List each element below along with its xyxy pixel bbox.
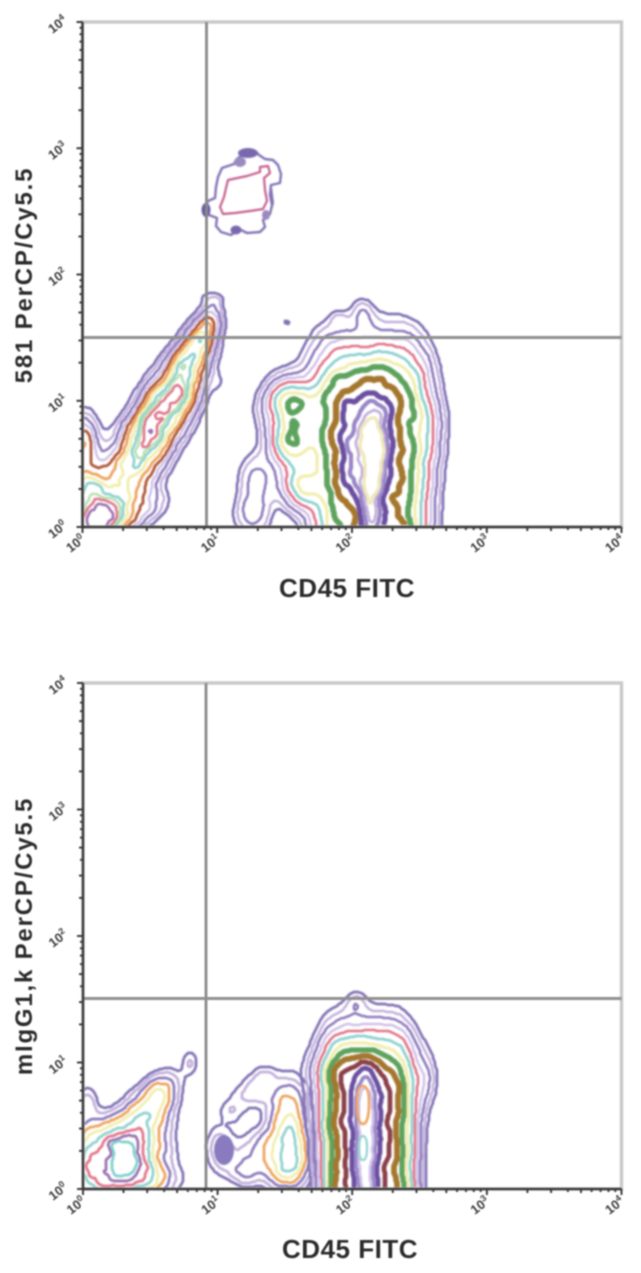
svg-text:CD45 FITC: CD45 FITC bbox=[279, 573, 415, 603]
svg-text:CD45 FITC: CD45 FITC bbox=[282, 1234, 418, 1264]
svg-text:581 PerCP/Cy5.5: 581 PerCP/Cy5.5 bbox=[11, 167, 38, 383]
svg-text:mIgG1,k PerCP/Cy5.5: mIgG1,k PerCP/Cy5.5 bbox=[11, 797, 38, 1075]
